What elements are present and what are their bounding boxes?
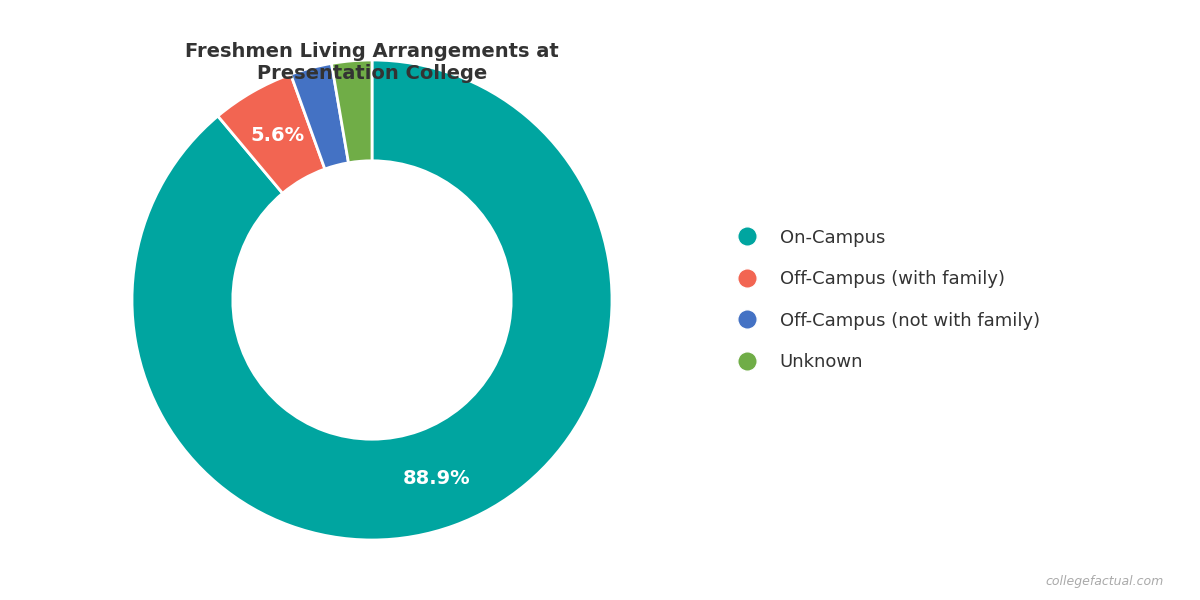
Text: 88.9%: 88.9% xyxy=(403,469,470,488)
Wedge shape xyxy=(218,74,325,193)
Text: Freshmen Living Arrangements at
Presentation College: Freshmen Living Arrangements at Presenta… xyxy=(185,42,559,83)
Wedge shape xyxy=(290,64,348,169)
Wedge shape xyxy=(331,60,372,163)
Text: collegefactual.com: collegefactual.com xyxy=(1045,575,1164,588)
Legend: On-Campus, Off-Campus (with family), Off-Campus (not with family), Unknown: On-Campus, Off-Campus (with family), Off… xyxy=(730,229,1039,371)
Text: 5.6%: 5.6% xyxy=(251,126,305,145)
Wedge shape xyxy=(132,60,612,540)
